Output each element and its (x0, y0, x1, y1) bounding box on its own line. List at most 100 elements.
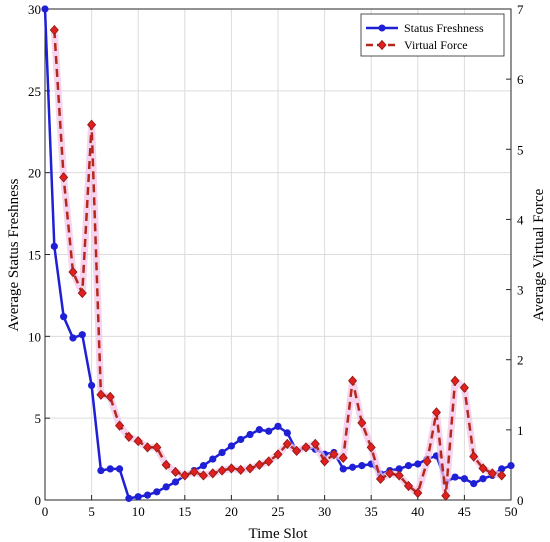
x-tick-label: 50 (505, 504, 518, 519)
data-point-virtual-force (115, 420, 125, 431)
x-tick-label: 15 (178, 504, 191, 519)
data-point-virtual-force (59, 172, 69, 183)
data-point-status-freshness (106, 465, 114, 473)
data-point-status-freshness (153, 488, 161, 496)
data-point-status-freshness (60, 313, 68, 321)
data-point-virtual-force (273, 449, 283, 460)
data-point-virtual-force (329, 449, 339, 460)
data-point-virtual-force (124, 431, 134, 442)
x-axis-label: Time Slot (248, 526, 308, 542)
data-point-virtual-force (226, 463, 236, 474)
data-point-status-freshness (395, 465, 403, 473)
data-point-status-freshness (283, 429, 291, 437)
data-point-status-freshness (348, 463, 357, 471)
x-tick-label: 45 (458, 504, 471, 519)
data-point-status-freshness (88, 381, 96, 390)
data-point-status-freshness (414, 460, 422, 468)
data-point-status-freshness (97, 466, 105, 475)
data-point-status-freshness (404, 462, 413, 470)
data-point-status-freshness (125, 494, 133, 502)
x-axis: 0 5 10 15 20 25 30 35 40 45 50 (42, 495, 518, 519)
data-point-virtual-force (292, 445, 302, 457)
right-y-tick-label: 0 (517, 493, 524, 508)
data-point-status-freshness (255, 426, 263, 434)
left-y-tick-label: 5 (35, 411, 42, 426)
data-point-status-freshness (69, 334, 77, 342)
data-point-status-freshness (209, 455, 217, 463)
data-point-status-freshness (227, 442, 235, 450)
right-y-axis-label: Average Virtual Force (531, 188, 547, 321)
right-y-axis: 0 1 2 3 4 5 6 7 (506, 2, 524, 508)
data-point-status-freshness (246, 430, 254, 439)
data-point-virtual-force (254, 459, 264, 471)
left-y-tick-label: 15 (28, 248, 41, 263)
data-point-virtual-force (385, 468, 395, 479)
right-y-tick-label: 3 (517, 283, 524, 298)
data-point-virtual-force (161, 459, 171, 471)
legend-marker-status-freshness (378, 24, 386, 32)
data-point-status-freshness (498, 465, 506, 473)
data-point-virtual-force (431, 407, 441, 418)
data-point-status-freshness (134, 493, 142, 501)
data-point-virtual-force (189, 466, 199, 478)
data-point-virtual-force (264, 456, 274, 467)
x-tick-label: 20 (225, 504, 238, 519)
data-point-status-freshness (171, 478, 180, 486)
data-point-virtual-force (49, 24, 59, 36)
data-point-virtual-force (301, 442, 311, 453)
right-y-tick-label: 5 (517, 142, 524, 157)
data-point-virtual-force (375, 473, 386, 485)
x-tick-label: 40 (411, 504, 424, 519)
data-point-virtual-force (459, 382, 469, 393)
data-point-status-freshness (358, 462, 366, 470)
data-point-status-freshness (274, 422, 282, 430)
left-y-tick-label: 25 (28, 84, 41, 99)
data-point-status-freshness (470, 480, 478, 488)
right-y-tick-label: 6 (517, 72, 524, 87)
data-point-virtual-force (142, 442, 153, 453)
data-point-virtual-force (96, 389, 106, 400)
legend-label-status-freshness: Status Freshness (404, 21, 484, 35)
x-tick-label: 5 (88, 504, 95, 519)
data-point-status-freshness (237, 435, 245, 444)
data-point-virtual-force (68, 266, 78, 278)
data-point-status-freshness (78, 331, 86, 339)
x-tick-label: 35 (365, 504, 378, 519)
data-point-virtual-force (478, 463, 488, 474)
data-point-virtual-force (77, 287, 87, 299)
data-point-virtual-force (497, 470, 507, 481)
left-y-tick-label: 10 (28, 329, 41, 344)
data-point-virtual-force (245, 463, 255, 474)
series-layer (41, 5, 515, 502)
data-point-status-freshness (451, 473, 459, 481)
right-y-tick-label: 4 (517, 212, 524, 227)
left-y-tick-label: 0 (35, 493, 42, 508)
data-point-virtual-force (338, 452, 348, 464)
data-point-status-freshness (479, 475, 487, 483)
data-point-virtual-force (87, 119, 97, 130)
data-point-status-freshness (41, 5, 49, 13)
x-tick-label: 0 (42, 504, 49, 519)
data-point-virtual-force (469, 451, 479, 462)
data-point-virtual-force (236, 464, 246, 475)
data-point-virtual-force (403, 480, 414, 492)
data-point-virtual-force (198, 470, 208, 481)
data-point-status-freshness (339, 465, 347, 473)
x-tick-label: 25 (272, 504, 285, 519)
data-point-status-freshness (507, 462, 515, 470)
data-point-status-freshness (460, 475, 468, 483)
right-y-tick-label: 1 (517, 423, 524, 438)
left-y-axis-label: Average Status Freshness (6, 178, 22, 331)
data-point-status-freshness (162, 483, 170, 491)
data-point-virtual-force (348, 375, 358, 386)
data-point-virtual-force (357, 417, 367, 428)
data-point-virtual-force (310, 438, 320, 449)
data-point-status-freshness (50, 242, 58, 250)
left-y-tick-label: 30 (28, 2, 41, 17)
series-virtual-force (49, 24, 507, 501)
data-point-virtual-force (208, 468, 218, 479)
x-tick-label: 30 (318, 504, 331, 519)
data-point-status-freshness (218, 448, 226, 457)
legend-marker-virtual-force (377, 39, 387, 51)
